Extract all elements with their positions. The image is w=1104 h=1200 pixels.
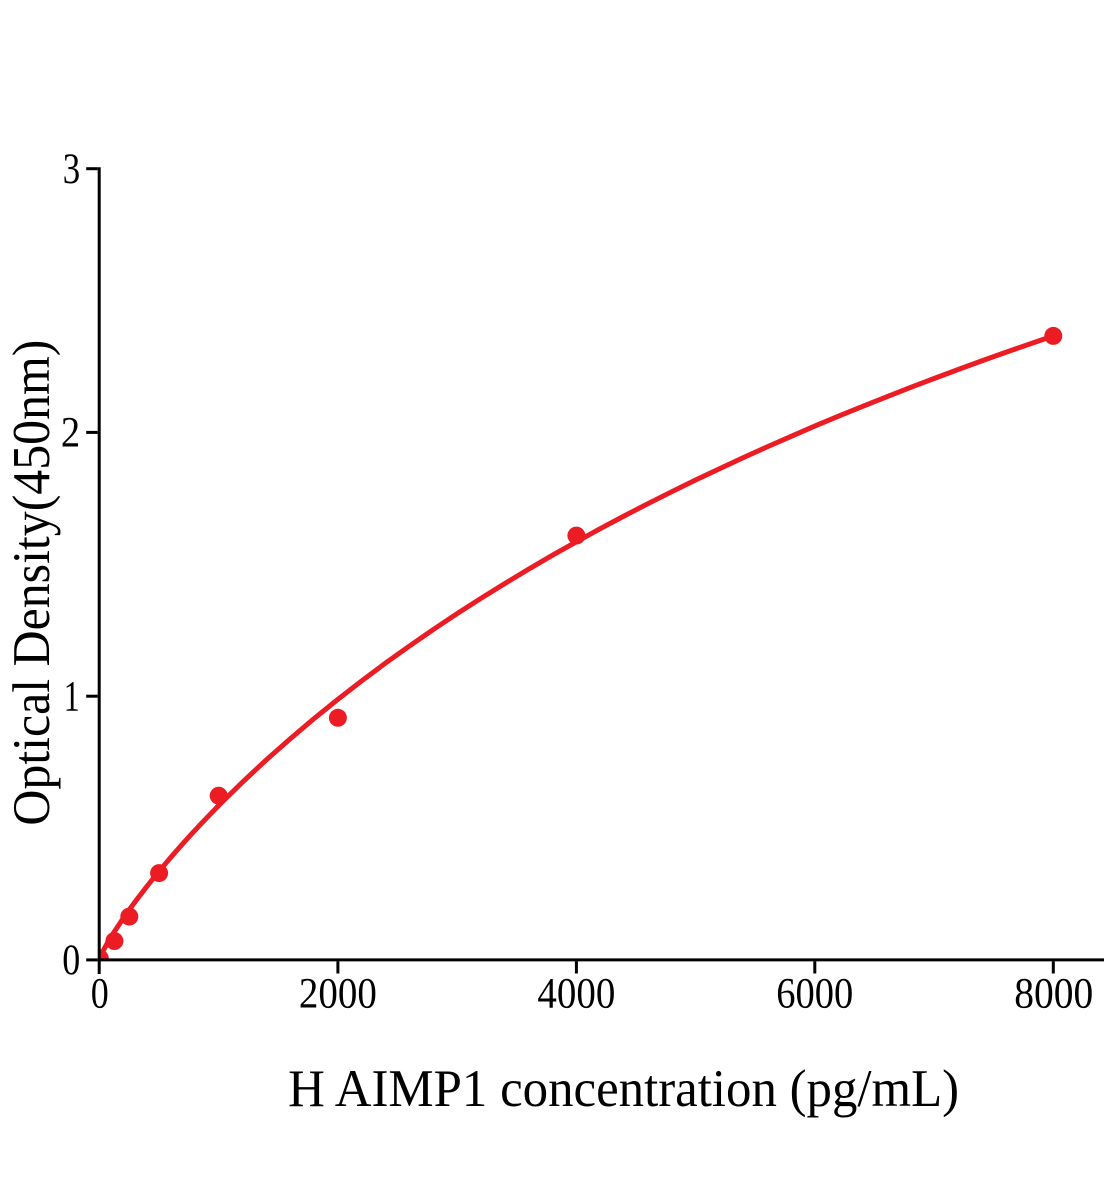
svg-text:2: 2	[61, 410, 80, 457]
svg-text:1: 1	[64, 674, 80, 721]
svg-text:0: 0	[62, 937, 80, 984]
svg-text:Optical Density(450nm): Optical Density(450nm)	[3, 340, 61, 826]
svg-text:0: 0	[91, 971, 109, 1018]
svg-text:H AIMP1 concentration (pg/mL): H AIMP1 concentration (pg/mL)	[288, 1060, 959, 1118]
svg-text:6000: 6000	[776, 971, 853, 1018]
svg-text:3: 3	[63, 146, 80, 193]
svg-text:2000: 2000	[299, 971, 377, 1018]
svg-text:8000: 8000	[1014, 971, 1093, 1018]
svg-text:4000: 4000	[537, 971, 615, 1018]
